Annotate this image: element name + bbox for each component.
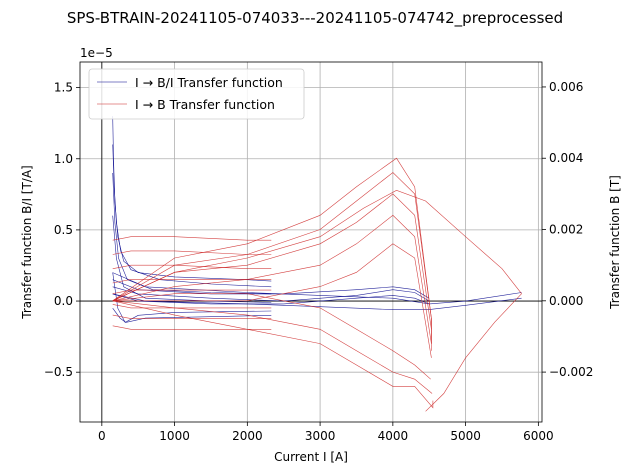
legend-box <box>88 68 305 120</box>
y-axis-label: Transfer function B/I [T/A] <box>20 165 34 319</box>
x-tick-label: 0 <box>98 429 106 443</box>
right-y-tick-label: 0.006 <box>549 80 583 94</box>
legend-label-transfer-bi: I → B/I Transfer function <box>135 75 283 90</box>
y-tick-label: 1.5 <box>54 81 73 95</box>
series-layer <box>112 116 522 412</box>
series-1-curve-6 <box>112 314 272 319</box>
x-tick-label: 1000 <box>159 429 190 443</box>
series-1-curve-7 <box>112 325 272 330</box>
x-axis-ticks: 0 1000 2000 3000 4000 5000 6000 <box>98 422 554 443</box>
legend-label-transfer-b: I → B Transfer function <box>135 97 275 112</box>
series-1 <box>112 157 522 412</box>
x-tick-label: 6000 <box>523 429 554 443</box>
series-1-curve-5 <box>112 304 272 309</box>
legend: I → B/I Transfer function I → B Transfer… <box>88 68 305 120</box>
series-1-curve-13 <box>112 300 434 409</box>
right-y-tick-label: 0.002 <box>549 223 583 237</box>
x-tick-label: 2000 <box>232 429 263 443</box>
x-tick-label: 5000 <box>450 429 481 443</box>
series-0 <box>112 116 522 323</box>
series-1-curve-3 <box>112 236 272 241</box>
series-1-curve-10 <box>112 193 432 330</box>
right-y-axis-label: Transfer function B [T] <box>608 175 622 310</box>
series-0-curve-8 <box>112 293 430 305</box>
right-y-tick-label: 0.004 <box>549 151 583 165</box>
series-1-curve-14 <box>112 300 433 394</box>
series-0-curve-1 <box>112 144 272 288</box>
series-1-curve-11 <box>112 214 432 344</box>
x-tick-label: 4000 <box>378 429 409 443</box>
series-1-curve-17 <box>425 293 522 412</box>
series-0-curve-3 <box>112 215 272 303</box>
right-y-tick-label: −0.002 <box>549 365 593 379</box>
y-tick-label: 1.0 <box>54 152 73 166</box>
x-axis-label: Current I [A] <box>274 450 348 464</box>
y-tick-label: 0.0 <box>54 294 73 308</box>
y-tick-label: −0.5 <box>44 365 73 379</box>
y-axis-ticks: −0.5 0.0 0.5 1.0 1.5 <box>44 81 80 379</box>
series-1-curve-4 <box>112 289 272 294</box>
chart-title: SPS-BTRAIN-20241105-074033---20241105-07… <box>67 9 563 28</box>
series-1-curve-16 <box>112 189 522 302</box>
series-1-curve-12 <box>112 243 432 358</box>
y-offset-label: 1e−5 <box>80 46 113 60</box>
right-y-tick-label: 0.000 <box>549 294 583 308</box>
y-tick-label: 0.5 <box>54 223 73 237</box>
plot-frame <box>79 61 543 423</box>
series-1-curve-0 <box>112 279 272 284</box>
series-0-curve-10 <box>112 293 522 310</box>
x-tick-label: 3000 <box>305 429 336 443</box>
series-0-curve-2 <box>112 172 272 295</box>
right-y-axis-ticks: −0.002 0.000 0.002 0.004 0.006 <box>542 80 593 379</box>
series-1-curve-9 <box>112 157 432 351</box>
series-0-curve-9 <box>112 272 522 305</box>
series-1-curve-15 <box>112 293 431 380</box>
series-1-curve-2 <box>112 250 272 255</box>
series-0-curve-6 <box>112 286 430 302</box>
